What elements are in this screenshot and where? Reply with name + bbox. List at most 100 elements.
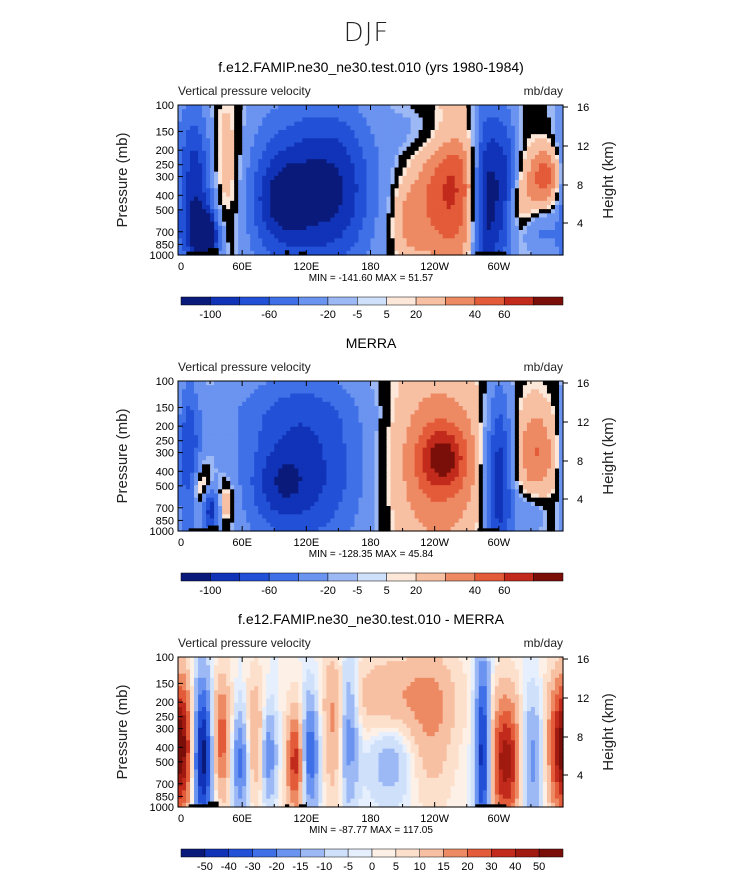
field-cell	[338, 397, 344, 403]
field-cell	[210, 105, 215, 110]
field-cell	[302, 125, 307, 131]
field-cell	[274, 109, 279, 114]
field-cell	[250, 246, 255, 252]
field-cell	[270, 393, 275, 399]
field-cell	[194, 184, 199, 189]
field-cell	[250, 401, 255, 407]
field-cell	[414, 209, 420, 214]
field-cell	[298, 113, 303, 119]
field-cell	[442, 205, 448, 210]
field-cell	[518, 393, 524, 399]
field-cell	[286, 242, 291, 248]
field-cell	[534, 422, 540, 428]
field-cell	[446, 385, 452, 390]
field-cell	[178, 163, 183, 169]
field-cell	[234, 225, 239, 231]
field-cell	[234, 142, 239, 148]
field-cell	[502, 385, 508, 390]
field-cell	[214, 155, 219, 160]
field-cell	[522, 146, 528, 152]
field-cell	[514, 196, 520, 202]
field-cell	[302, 105, 307, 110]
field-cell	[222, 117, 227, 123]
field-cell	[302, 188, 307, 194]
field-cell	[550, 397, 556, 403]
field-cell	[482, 150, 488, 156]
field-cell	[326, 422, 331, 428]
field-cell	[266, 406, 271, 411]
field-cell	[230, 175, 235, 181]
field-cell	[230, 439, 235, 445]
field-cell	[222, 134, 227, 139]
field-cell	[470, 246, 476, 252]
field-cell	[314, 163, 319, 169]
field-cell	[186, 180, 191, 185]
field-cell	[466, 238, 472, 244]
field-cell	[262, 389, 267, 395]
field-cell	[198, 225, 203, 231]
field-cell	[506, 196, 512, 202]
field-cell	[278, 242, 283, 248]
field-cell	[350, 146, 356, 152]
field-cell	[406, 230, 412, 235]
field-cell	[442, 200, 448, 206]
field-cell	[522, 410, 528, 415]
field-cell	[186, 225, 191, 231]
field-cell	[330, 217, 336, 223]
field-cell	[450, 163, 456, 169]
field-cell	[310, 188, 315, 194]
field-cell	[258, 225, 263, 231]
field-cell	[226, 414, 231, 420]
field-cell	[246, 431, 251, 436]
field-cell	[542, 221, 548, 227]
field-cell	[318, 205, 323, 210]
field-cell	[526, 435, 532, 440]
field-cell	[438, 439, 444, 445]
field-cell	[218, 125, 223, 131]
field-cell	[326, 435, 331, 440]
field-cell	[330, 184, 336, 189]
field-cell	[242, 431, 247, 436]
field-cell	[186, 418, 191, 424]
field-cell	[266, 171, 271, 177]
field-cell	[418, 418, 424, 424]
field-cell	[386, 159, 392, 164]
field-cell	[206, 121, 211, 127]
field-cell	[542, 142, 548, 148]
field-cell	[350, 180, 356, 185]
field-cell	[266, 426, 271, 432]
field-cell	[394, 242, 400, 248]
field-cell	[330, 418, 336, 424]
field-cell	[298, 188, 303, 194]
field-cell	[538, 414, 544, 420]
field-cell	[458, 431, 464, 436]
field-cell	[258, 221, 263, 227]
field-cell	[314, 105, 319, 110]
field-cell	[370, 426, 376, 432]
field-cell	[278, 401, 283, 407]
field-cell	[190, 171, 195, 177]
field-cell	[470, 109, 476, 114]
field-cell	[346, 105, 352, 110]
field-cell	[254, 117, 259, 123]
field-cell	[538, 163, 544, 169]
field-cell	[478, 234, 484, 239]
field-cell	[478, 175, 484, 181]
field-cell	[246, 180, 251, 185]
colorbar-label: 60	[498, 309, 510, 321]
field-cell	[382, 138, 388, 144]
field-cell	[302, 134, 307, 139]
field-cell	[422, 393, 428, 399]
field-cell	[322, 200, 327, 206]
field-cell	[310, 250, 315, 256]
field-cell	[386, 250, 392, 256]
field-cell	[282, 397, 287, 403]
field-cell	[354, 109, 360, 114]
field-cell	[514, 200, 520, 206]
field-cell	[470, 155, 476, 160]
field-cell	[418, 439, 424, 445]
field-cell	[342, 196, 348, 202]
field-cell	[318, 134, 323, 139]
field-cell	[458, 130, 464, 135]
field-cell	[254, 385, 259, 390]
